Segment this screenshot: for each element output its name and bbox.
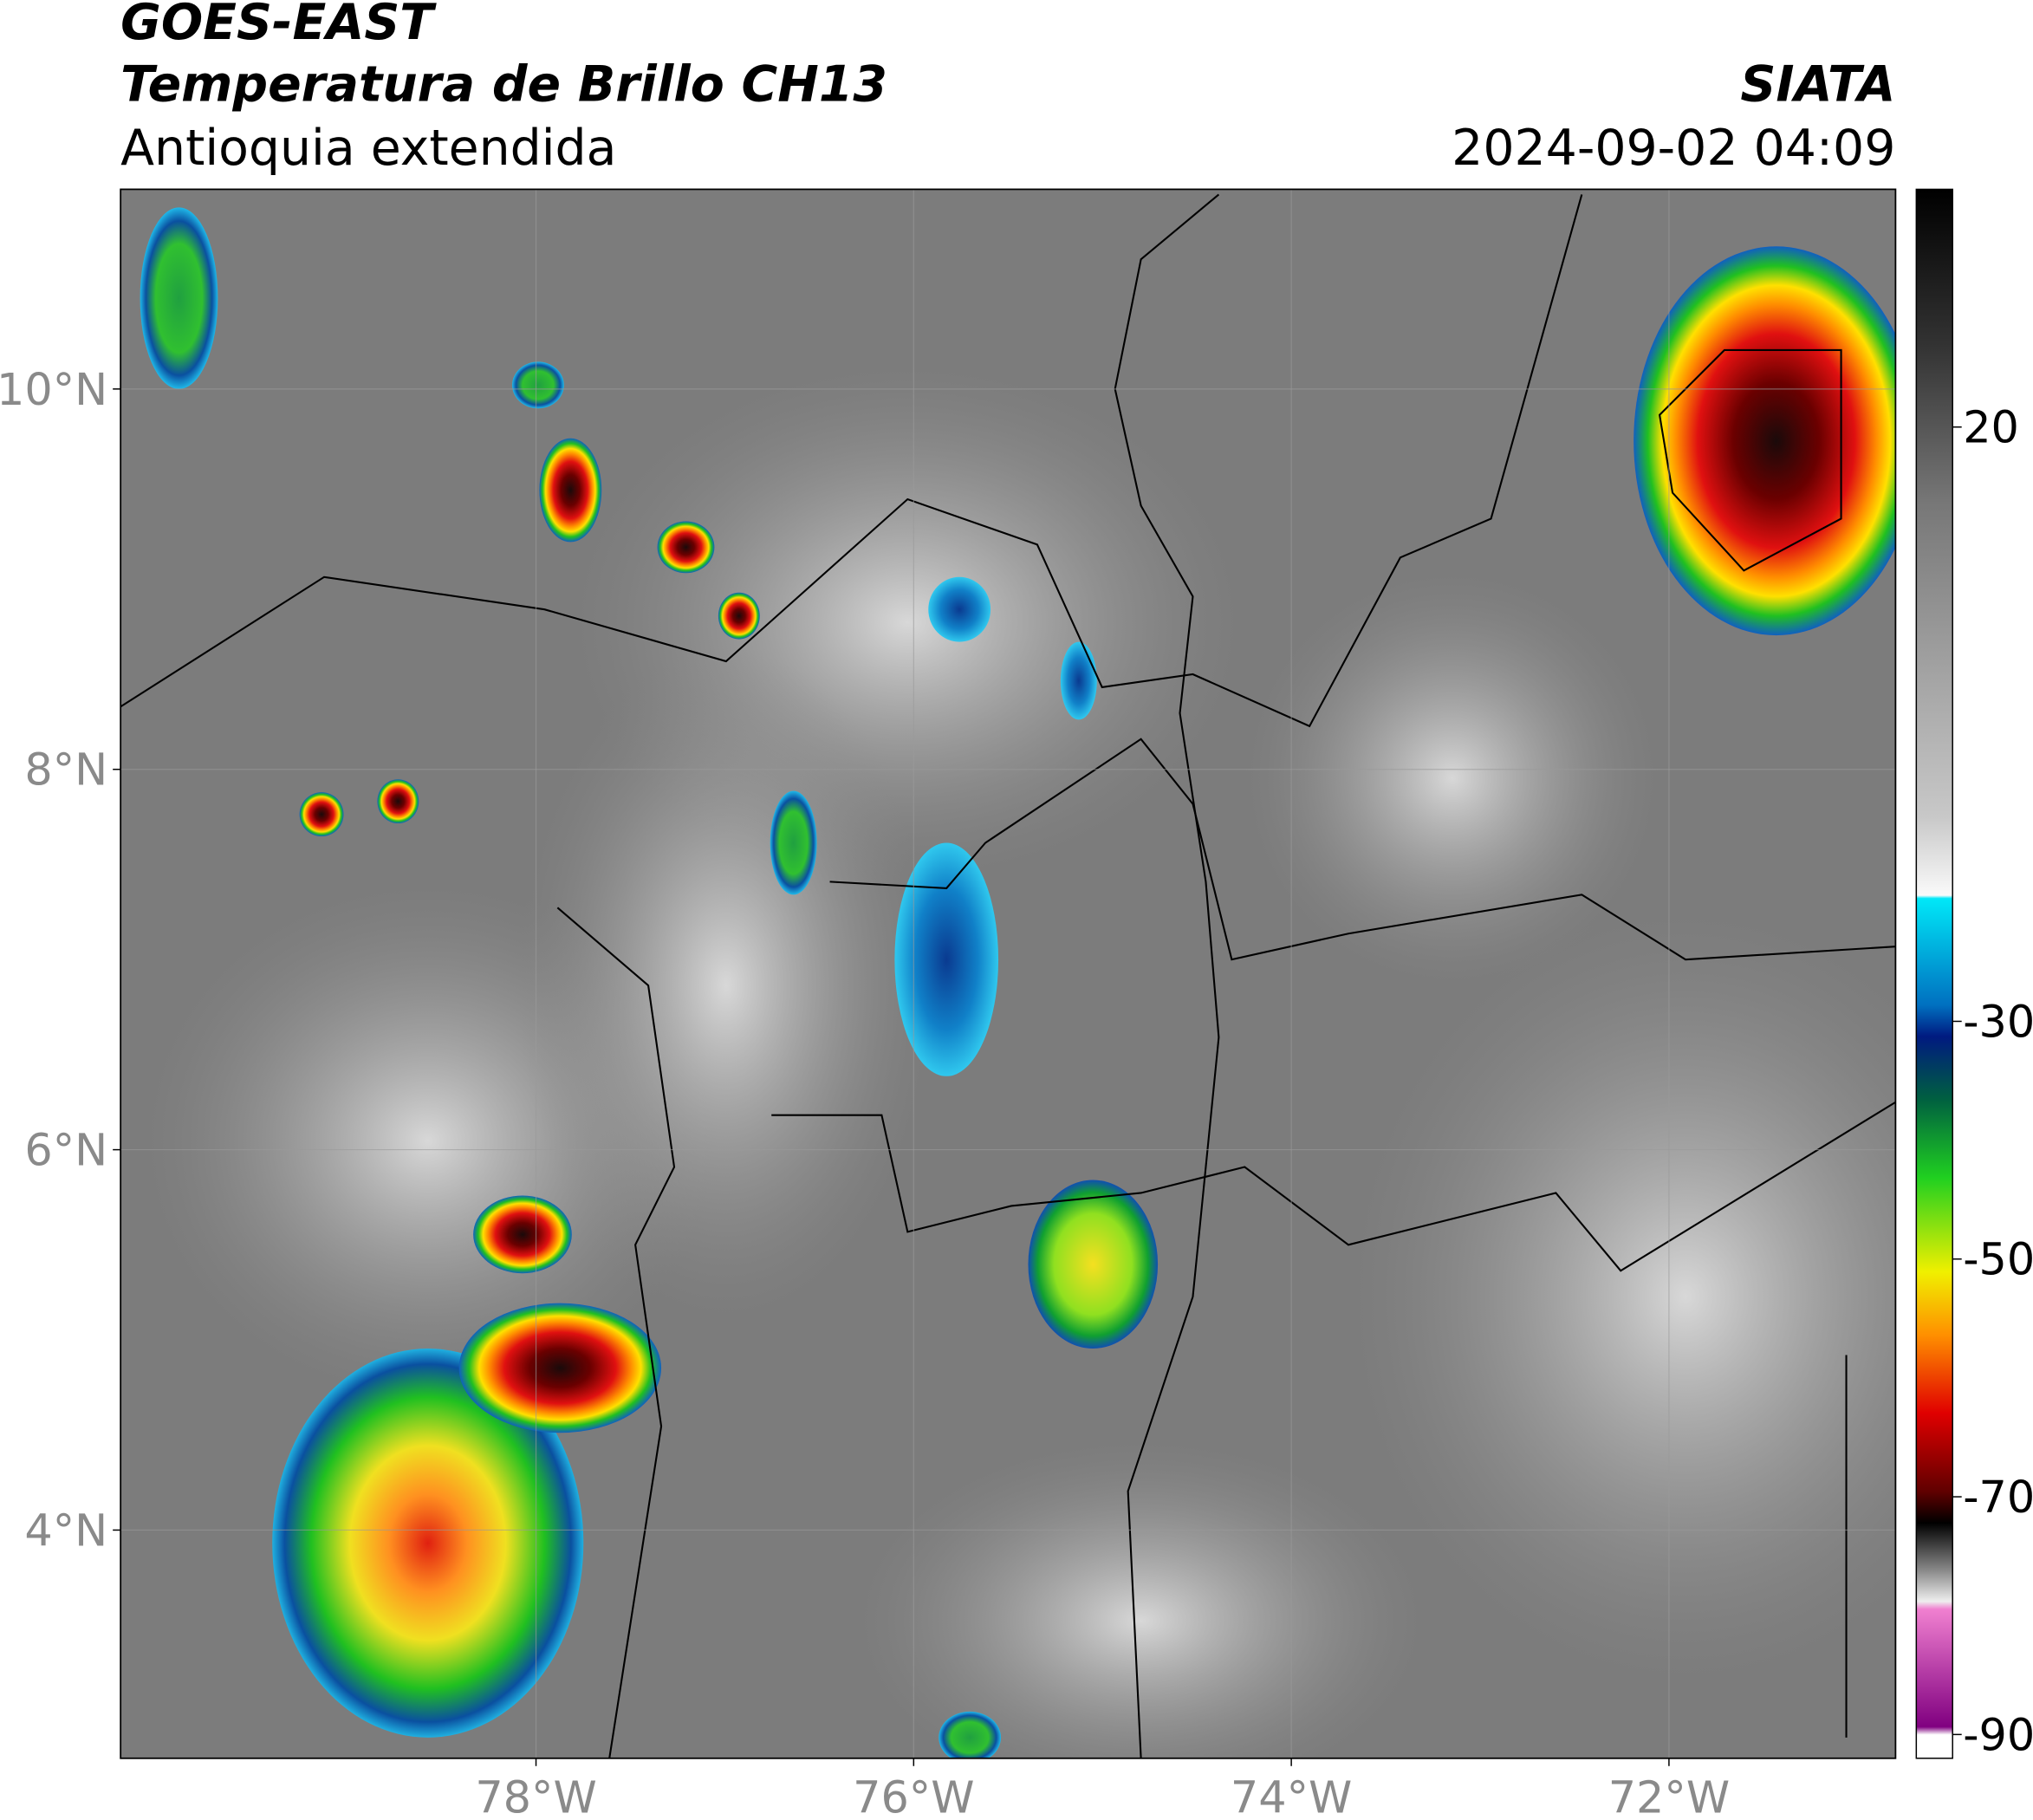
border-line: [120, 194, 1583, 728]
storm-cell: [473, 1195, 572, 1274]
region: Antioquia extendida: [120, 120, 616, 177]
border-line: [1658, 348, 1842, 572]
storm-cell: [299, 792, 344, 837]
x-tick-label: 74°W: [1231, 1772, 1352, 1820]
grid: [120, 189, 1896, 1758]
y-tick-label: 8°N: [24, 744, 107, 796]
source: SIATA: [1740, 56, 1895, 114]
colorbar-tick-label: -50: [1963, 1234, 2033, 1285]
y-tick-label: 6°N: [24, 1125, 107, 1176]
storm-cell: [539, 438, 602, 543]
cloud: [855, 1439, 1426, 1758]
x-tick-label: 72°W: [1608, 1772, 1730, 1820]
x-tick-label: 76°W: [853, 1772, 974, 1820]
cold-cloud: [894, 842, 999, 1076]
storm-cell: [458, 1303, 662, 1433]
storm-cell: [770, 790, 817, 895]
storm-cell: [939, 1711, 1002, 1758]
colorbar-tick-label: -70: [1963, 1472, 2033, 1523]
y-tick-label: 4°N: [24, 1505, 107, 1556]
storm-cell: [657, 521, 715, 574]
cold-cloud: [928, 576, 991, 642]
map-frame: [120, 188, 1897, 1759]
storm-cell: [377, 779, 419, 824]
storm-cell: [272, 1348, 584, 1738]
border-line: [829, 738, 1896, 961]
colorbar-tick-label: 20: [1963, 402, 2019, 453]
cold-cloud: [1060, 641, 1097, 720]
product: Temperatura de Brillo CH13: [120, 56, 887, 114]
x-tick-label: 78°W: [475, 1772, 596, 1820]
storm-cell: [1028, 1180, 1159, 1349]
storm-cell: [511, 361, 564, 409]
y-tick-label: 10°N: [0, 364, 107, 415]
cloud: [1244, 570, 1660, 986]
colorbar-tick-label: -90: [1963, 1709, 2033, 1760]
cloud: [1348, 907, 1896, 1686]
cloud: [518, 648, 934, 1323]
border-line: [771, 1101, 1896, 1272]
border-line: [1114, 193, 1220, 1758]
colorbar-tick-label: -30: [1963, 996, 2033, 1047]
border-line: [556, 907, 676, 1758]
storm-cell: [1634, 246, 1896, 636]
satellite: GOES-EAST: [120, 0, 437, 51]
map-image: [120, 189, 1896, 1758]
colorbar: [1915, 188, 1953, 1759]
storm-cell: [140, 207, 218, 389]
storm-cell: [718, 592, 760, 640]
datetime: 2024-09-02 04:09: [1452, 120, 1895, 177]
